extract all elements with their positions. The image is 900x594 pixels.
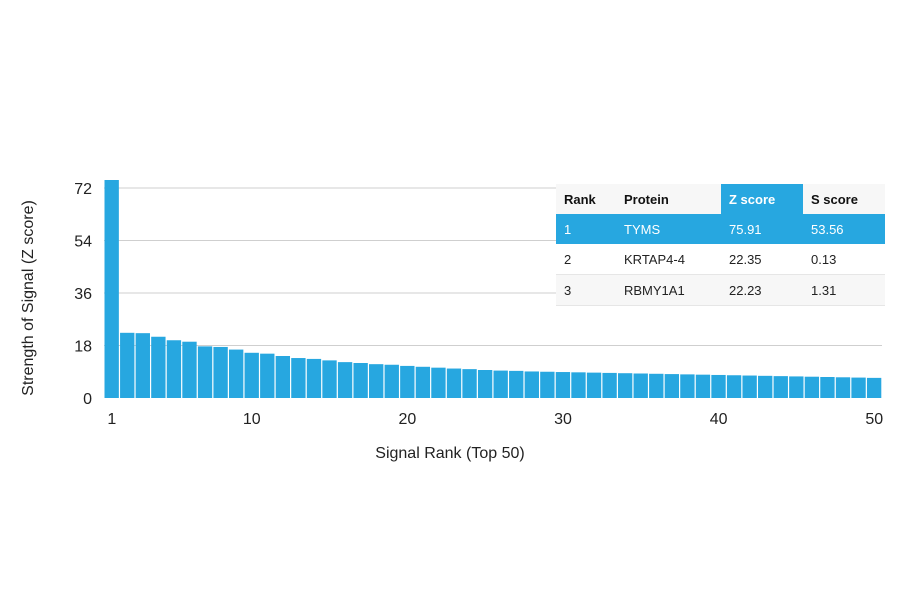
- bar: [820, 377, 835, 398]
- cell-s-score: 0.13: [803, 244, 885, 275]
- x-tick-label: 1: [107, 411, 116, 428]
- bar: [742, 375, 757, 398]
- bar: [213, 346, 228, 398]
- bar: [758, 375, 773, 398]
- x-tick-labels: 1 10 20 30 40 50: [107, 411, 883, 428]
- y-tick-label: 54: [74, 234, 92, 251]
- bar: [166, 340, 182, 398]
- cell-rank: 1: [556, 214, 616, 244]
- x-tick-label: 40: [710, 411, 728, 428]
- bar: [120, 332, 135, 398]
- bar: [369, 364, 384, 398]
- cell-z-score: 22.23: [721, 274, 803, 306]
- header-z-score: Z score: [721, 184, 803, 214]
- bar: [851, 377, 866, 398]
- bar: [789, 376, 804, 398]
- cell-s-score: 1.31: [803, 274, 885, 306]
- y-tick-labels: 0 18 36 54 72: [74, 181, 92, 408]
- table-row: 1 TYMS 75.91 53.56: [556, 214, 885, 244]
- y-tick-label: 0: [83, 391, 92, 408]
- table-header-row: Rank Protein Z score S score: [556, 184, 885, 214]
- cell-protein: KRTAP4-4: [616, 244, 721, 275]
- x-tick-label: 20: [399, 411, 417, 428]
- cell-protein: TYMS: [616, 214, 721, 244]
- bar: [228, 349, 244, 398]
- cell-rank: 2: [556, 244, 616, 275]
- y-tick-label: 72: [74, 181, 92, 198]
- bar: [353, 363, 368, 398]
- header-protein: Protein: [616, 184, 721, 214]
- bar: [711, 374, 726, 398]
- bar: [866, 377, 882, 398]
- bar: [477, 370, 493, 398]
- bar: [322, 360, 337, 398]
- bar: [306, 358, 322, 398]
- bar: [524, 371, 539, 398]
- bar: [244, 352, 259, 398]
- bar: [680, 374, 695, 398]
- bar: [151, 336, 166, 398]
- x-tick-label: 50: [865, 411, 883, 428]
- header-s-score: S score: [803, 184, 885, 214]
- cell-z-score: 75.91: [721, 214, 803, 244]
- bar: [446, 368, 462, 398]
- cell-rank: 3: [556, 274, 616, 306]
- bar: [804, 376, 820, 398]
- bar: [633, 373, 648, 398]
- bar: [182, 341, 197, 398]
- bar: [275, 356, 291, 398]
- bar: [835, 377, 851, 398]
- bar: [291, 358, 306, 398]
- bar: [664, 374, 680, 398]
- cell-z-score: 22.35: [721, 244, 803, 275]
- bar: [493, 370, 508, 398]
- bar: [509, 370, 524, 398]
- bar: [726, 375, 742, 398]
- y-tick-label: 18: [74, 339, 92, 356]
- score-table: Rank Protein Z score S score 1 TYMS 75.9…: [556, 184, 885, 306]
- bar: [617, 373, 633, 398]
- bar: [197, 346, 213, 398]
- bar: [602, 372, 617, 398]
- header-rank: Rank: [556, 184, 616, 214]
- cell-protein: RBMY1A1: [616, 274, 721, 306]
- bar: [773, 376, 788, 398]
- x-tick-label: 30: [554, 411, 572, 428]
- bar: [586, 372, 602, 398]
- bar: [104, 180, 119, 398]
- cell-s-score: 53.56: [803, 214, 885, 244]
- bar: [384, 364, 399, 398]
- bar: [260, 353, 275, 398]
- bar: [462, 369, 477, 398]
- bar: [649, 373, 664, 398]
- bar: [571, 372, 586, 398]
- bar: [135, 333, 150, 398]
- x-tick-label: 10: [243, 411, 261, 428]
- x-axis-title: Signal Rank (Top 50): [375, 445, 524, 462]
- table-row: 2 KRTAP4-4 22.35 0.13: [556, 244, 885, 275]
- bar: [431, 367, 446, 398]
- bar: [695, 374, 711, 398]
- bar: [540, 371, 555, 398]
- y-axis-title: Strength of Signal (Z score): [20, 200, 37, 396]
- bar: [555, 372, 571, 398]
- y-tick-label: 36: [74, 286, 92, 303]
- bar: [415, 366, 431, 398]
- bar: [400, 365, 415, 398]
- bar: [337, 362, 353, 398]
- table-row: 3 RBMY1A1 22.23 1.31: [556, 274, 885, 306]
- bars: [104, 180, 882, 398]
